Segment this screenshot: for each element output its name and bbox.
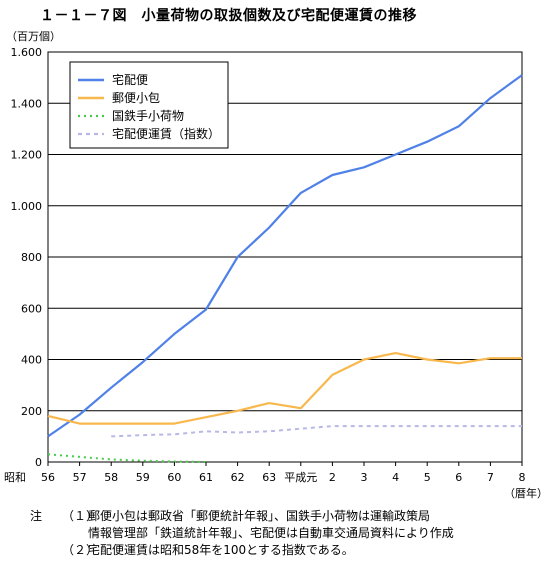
legend-label-2: 国鉄手小荷物	[112, 108, 184, 123]
x-tick-label: 58	[104, 471, 118, 484]
chart-title: １－１－７図 小量荷物の取扱個数及び宅配便運賃の推移	[40, 8, 417, 24]
x-tick-label: 63	[262, 471, 276, 484]
y-tick-label: 600	[21, 302, 42, 315]
note-number-1: （１）	[62, 509, 99, 523]
series-line-2	[47, 453, 207, 463]
series-line-3	[111, 425, 522, 438]
y-axis: 0 200 400 600 800 1.000 1.200 1.400 1.600	[11, 46, 43, 469]
x-axis: 56 57 58 59 60 61 62 63 平成元 2 3 4 5 6 7 8	[41, 462, 526, 484]
series-line-1	[47, 352, 522, 425]
x-tick-label: 平成元	[284, 471, 317, 484]
x-tick-label: 60	[167, 471, 181, 484]
y-tick-label: 0	[35, 456, 42, 469]
x-axis-label: （暦年）	[504, 486, 548, 500]
y-axis-label: （百万個）	[6, 30, 61, 43]
legend-label-0: 宅配便	[112, 72, 148, 87]
x-tick-label: 7	[487, 471, 494, 484]
x-tick-label: 4	[392, 471, 399, 484]
plot-area-frame	[47, 51, 523, 463]
x-tick-label: 2	[329, 471, 336, 484]
note-number-2: （２）	[62, 543, 99, 557]
x-tick-label: 62	[231, 471, 245, 484]
grid-lines	[48, 102, 522, 412]
legend-label-1: 郵便小包	[112, 91, 160, 105]
series-line-0	[47, 74, 523, 438]
series-layer	[47, 74, 523, 463]
note-text-1b: 情報管理部「鉄道統計年報」、宅配便は自動車交通局資料により作成	[88, 526, 454, 540]
x-tick-label: 59	[136, 471, 150, 484]
y-tick-label: 400	[21, 354, 42, 367]
y-tick-label: 1.200	[11, 149, 43, 162]
y-tick-label: 1.600	[11, 46, 43, 59]
legend-label-3: 宅配便運賃（指数）	[112, 126, 220, 141]
x-era-prefix: 昭和	[4, 471, 26, 484]
y-tick-label: 1.400	[11, 97, 43, 110]
x-tick-label: 56	[41, 471, 55, 484]
note-text-2: 宅配便運賃は昭和58年を100とする指数である。	[88, 543, 354, 557]
y-tick-label: 800	[21, 251, 42, 264]
x-tick-label: 6	[455, 471, 462, 484]
x-tick-label: 5	[424, 471, 431, 484]
x-tick-label: 57	[73, 471, 87, 484]
x-tick-label: 8	[519, 471, 526, 484]
x-tick-label: 61	[199, 471, 213, 484]
note-label: 注	[30, 509, 43, 523]
x-tick-label: 3	[361, 471, 368, 484]
note-text-1a: 郵便小包は郵政省「郵便統計年報」、国鉄手小荷物は運輸政策局	[88, 509, 431, 523]
y-tick-label: 200	[21, 405, 42, 418]
y-tick-label: 1.000	[11, 200, 43, 213]
